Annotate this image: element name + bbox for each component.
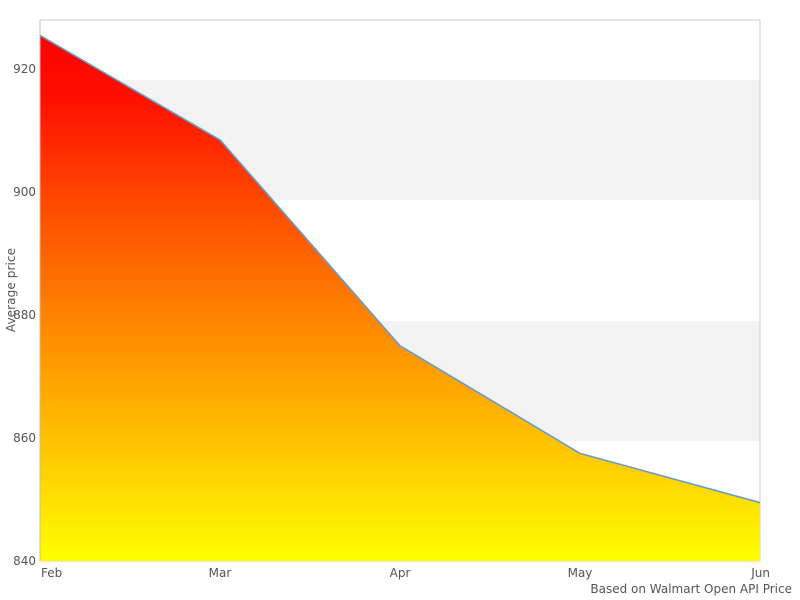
chart-caption: Based on Walmart Open API Price <box>590 582 792 596</box>
y-axis-tick-labels: 920 900 880 860 840 <box>0 0 36 600</box>
y-tick-label-840: 840 <box>13 554 36 568</box>
x-tick-label-may: May <box>567 566 593 580</box>
x-tick-label-jun: Jun <box>751 566 770 580</box>
series-line <box>40 34 760 504</box>
x-tick-label-mar: Mar <box>208 566 232 580</box>
y-tick-label-880: 880 <box>13 308 36 323</box>
y-tick-label-920: 920 <box>13 62 36 77</box>
x-tick-label-apr: Apr <box>389 566 411 580</box>
x-axis-tick-labels: Feb Mar Apr May Jun <box>0 566 800 584</box>
series-area-fill <box>40 35 760 561</box>
x-tick-label-feb: Feb <box>41 566 63 580</box>
y-tick-label-860: 860 <box>13 431 36 445</box>
y-tick-label-900: 900 <box>13 185 36 200</box>
